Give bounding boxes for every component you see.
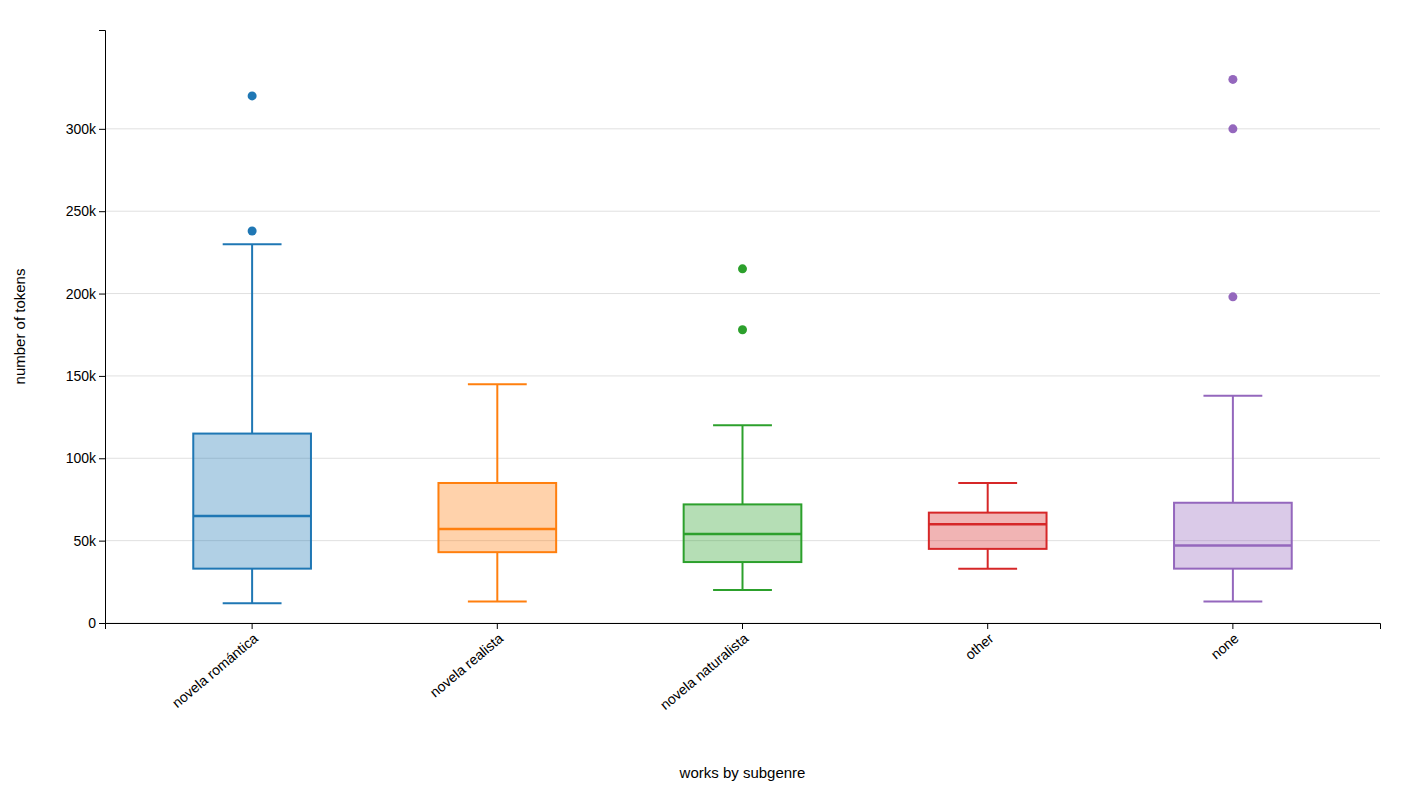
x-tick: novela romántica [169,623,261,711]
box-group [1174,75,1292,602]
median [929,523,1047,526]
median [684,533,802,536]
x-tick-mark [1232,623,1233,629]
median [1174,544,1292,547]
flier [1228,292,1237,301]
upper-cap [958,482,1017,484]
box-group [193,91,311,603]
grid-line [105,293,1380,294]
y-tick-mark [99,541,105,542]
marks [193,75,1291,603]
y-tick-mark [99,129,105,130]
y-tick: 150k [66,368,105,384]
upper-cap [713,424,772,426]
x-tick-mark [742,623,743,629]
grid [105,129,1380,623]
y-tick-mark [99,211,105,212]
y-tick-label: 200k [66,286,97,302]
lower-whisker [742,562,744,590]
x-tick-label: novela romántica [169,630,261,711]
box [929,513,1047,549]
x-tick: none [1208,623,1242,662]
lower-cap [223,602,282,604]
median [438,528,556,531]
plot: 0 50k 100k 150k 200k 250k 300k novela romántica… [11,31,1381,782]
x-tick-label: novela naturalista [657,630,752,713]
box [684,504,802,562]
lower-cap [958,568,1017,570]
lower-cap [468,601,527,603]
y-tick-label: 0 [88,615,96,631]
box [438,483,556,552]
x-tick-label: other [962,630,997,663]
flier [1228,75,1237,84]
flier [1228,124,1237,133]
box [1174,503,1292,569]
y-tick-mark [99,376,105,377]
y-tick: 0 [88,615,105,631]
grid-line [105,211,1380,212]
x-tick-mark [252,623,253,629]
lower-whisker [496,552,498,601]
flier [738,325,747,334]
upper-whisker [251,244,253,433]
upper-cap [468,383,527,385]
y-tick-mark [99,294,105,295]
x-tick-mark [987,623,988,629]
box-group [929,483,1047,569]
box-group [438,384,556,601]
y-tick-label: 150k [66,368,97,384]
flier [248,91,257,100]
x-axis-line [106,624,1381,630]
grid-line [105,375,1380,376]
y-tick-label: 300k [66,121,97,137]
x-axis-title: works by subgenre [679,764,806,781]
lower-cap [1203,601,1262,603]
flier [248,226,257,235]
grid-line [105,128,1380,129]
lower-whisker [1232,569,1234,602]
y-axis: 0 50k 100k 150k 200k 250k 300k [66,31,106,631]
lower-cap [713,589,772,591]
upper-whisker [742,425,744,504]
y-tick-label: 250k [66,203,97,219]
box-group [684,264,802,590]
lower-whisker [251,569,253,604]
x-tick-mark [497,623,498,629]
y-tick: 200k [66,286,105,302]
x-tick: other [962,623,997,663]
y-tick: 300k [66,121,105,137]
y-tick-mark [99,458,105,459]
x-tick-label: none [1208,630,1242,662]
chart: 0 50k 100k 150k 200k 250k 300k novela romántica… [0,0,1410,798]
x-tick: novela realista [427,623,507,700]
upper-cap [1203,395,1262,397]
upper-whisker [496,384,498,483]
y-tick: 250k [66,203,105,219]
lower-whisker [987,549,989,569]
x-axis: novela romántica novela realista novela na… [106,623,1381,713]
flier [738,264,747,273]
y-axis-title: number of tokens [11,269,28,385]
y-tick-label: 100k [66,450,97,466]
y-tick-mark [99,623,105,624]
upper-whisker [1232,396,1234,503]
upper-whisker [987,483,989,513]
x-tick-label: novela realista [427,630,507,700]
upper-cap [223,243,282,245]
y-tick: 100k [66,450,105,466]
y-tick: 50k [73,533,105,549]
median [193,515,311,518]
y-axis-line [99,31,106,624]
box [193,434,311,569]
x-tick: novela naturalista [657,623,752,713]
y-tick-label: 50k [73,533,97,549]
